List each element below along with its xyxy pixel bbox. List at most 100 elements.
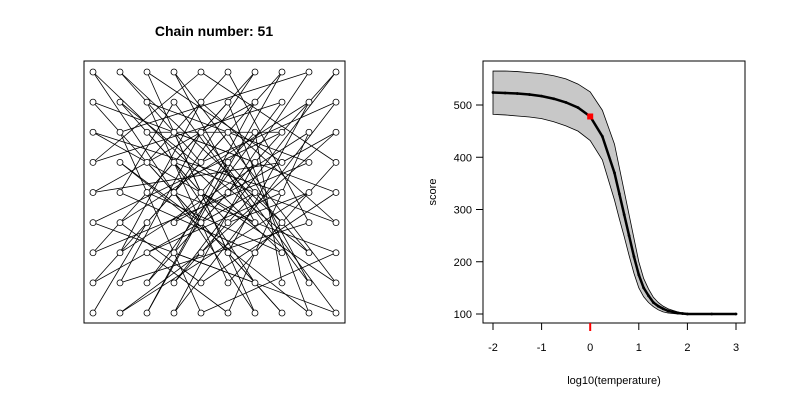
chain-node (116, 249, 124, 257)
chain-node (305, 158, 313, 166)
chain-node (116, 189, 124, 196)
chain-node (116, 279, 124, 287)
chain-node (89, 189, 97, 196)
chain-node (197, 249, 205, 257)
chain-edge (146, 131, 229, 223)
chain-edge (227, 101, 310, 253)
chain-node (305, 189, 313, 196)
chain-edge (119, 71, 202, 163)
chain-edge (227, 132, 310, 314)
chain-plot-panel: Chain number: 51 (83, 23, 346, 324)
x-tick-label: -1 (537, 342, 547, 354)
chain-node (305, 309, 313, 317)
chain-node (89, 68, 97, 76)
chain-edge (119, 101, 202, 253)
chain-node (224, 219, 232, 227)
chain-edge (146, 71, 229, 163)
score-point (491, 91, 495, 94)
chain-node (116, 128, 124, 136)
chain-node (224, 189, 232, 196)
score-point (642, 286, 646, 290)
chain-edge (119, 71, 310, 133)
chain-edge (119, 131, 310, 254)
chain-edge (173, 131, 256, 223)
chain-node (332, 219, 340, 227)
chain-edge (200, 252, 337, 314)
chain-edge (119, 101, 310, 223)
chain-node (197, 309, 205, 317)
chain-node (224, 309, 232, 317)
chain-edge (119, 222, 202, 284)
score-point (671, 310, 675, 314)
chain-node (116, 219, 124, 227)
highlight-marks (587, 113, 594, 331)
chain-node (224, 158, 232, 166)
score-point (613, 171, 616, 175)
chain-node (89, 249, 97, 257)
chain-plot-title: Chain number: 51 (155, 23, 273, 39)
chain-edge (173, 131, 337, 223)
chain-edge (92, 131, 283, 193)
score-point (656, 304, 660, 308)
x-tick-label: 3 (733, 342, 739, 354)
score-point (503, 91, 507, 95)
chain-edge (92, 71, 202, 163)
chain-node (197, 189, 205, 196)
y-axis-label: score (427, 179, 439, 206)
chain-node (197, 128, 205, 136)
score-point (710, 312, 714, 316)
chain-edge (146, 252, 229, 314)
x-tick-label: 0 (587, 342, 593, 354)
chain-edge (119, 71, 283, 223)
score-point (540, 94, 543, 98)
chain-node (251, 98, 259, 106)
chain-node (143, 279, 151, 287)
score-point (528, 93, 531, 96)
chain-edge (92, 131, 256, 223)
chain-node (116, 68, 124, 76)
chain-node (143, 98, 151, 106)
chain-node (278, 98, 286, 106)
x-axis-label: log10(temperature) (567, 375, 661, 387)
chain-node (197, 98, 205, 106)
score-point (686, 312, 689, 316)
chain-node (197, 219, 205, 227)
chain-edge (119, 252, 202, 314)
score-point (734, 312, 738, 316)
chain-node (170, 158, 178, 166)
chain-node (143, 158, 151, 166)
score-plot-panel: -2 -1 0 1 2 3 100 200 300 400 500 log10(temperatu… (427, 60, 746, 387)
chain-node (170, 128, 178, 136)
chain-node (143, 189, 151, 196)
chain-node (170, 68, 178, 76)
chain-node (278, 279, 286, 287)
chain-node (143, 68, 151, 76)
chain-tour-paths (92, 71, 337, 314)
chain-node (224, 249, 232, 257)
chain-edge (254, 132, 283, 283)
chain-node (305, 219, 313, 227)
chain-node (170, 279, 178, 287)
score-point (632, 255, 636, 258)
chain-node (305, 68, 313, 76)
chain-node (305, 249, 313, 257)
chain-edge (92, 101, 256, 193)
chain-node (332, 98, 340, 106)
score-point (515, 92, 519, 95)
chain-node (332, 128, 340, 136)
chain-node (251, 279, 259, 287)
chain-edge (173, 192, 256, 284)
x-tick-label: 1 (636, 342, 642, 354)
score-point (564, 100, 568, 104)
chain-edge (173, 101, 337, 314)
score-point (637, 273, 641, 277)
chain-edge (119, 101, 175, 193)
score-confidence-band (492, 70, 736, 315)
chain-node (278, 68, 286, 76)
chain-edge (200, 192, 337, 284)
chain-nodes (89, 68, 340, 317)
score-point (552, 97, 556, 101)
chain-node (170, 309, 178, 317)
chain-edge (200, 71, 337, 223)
